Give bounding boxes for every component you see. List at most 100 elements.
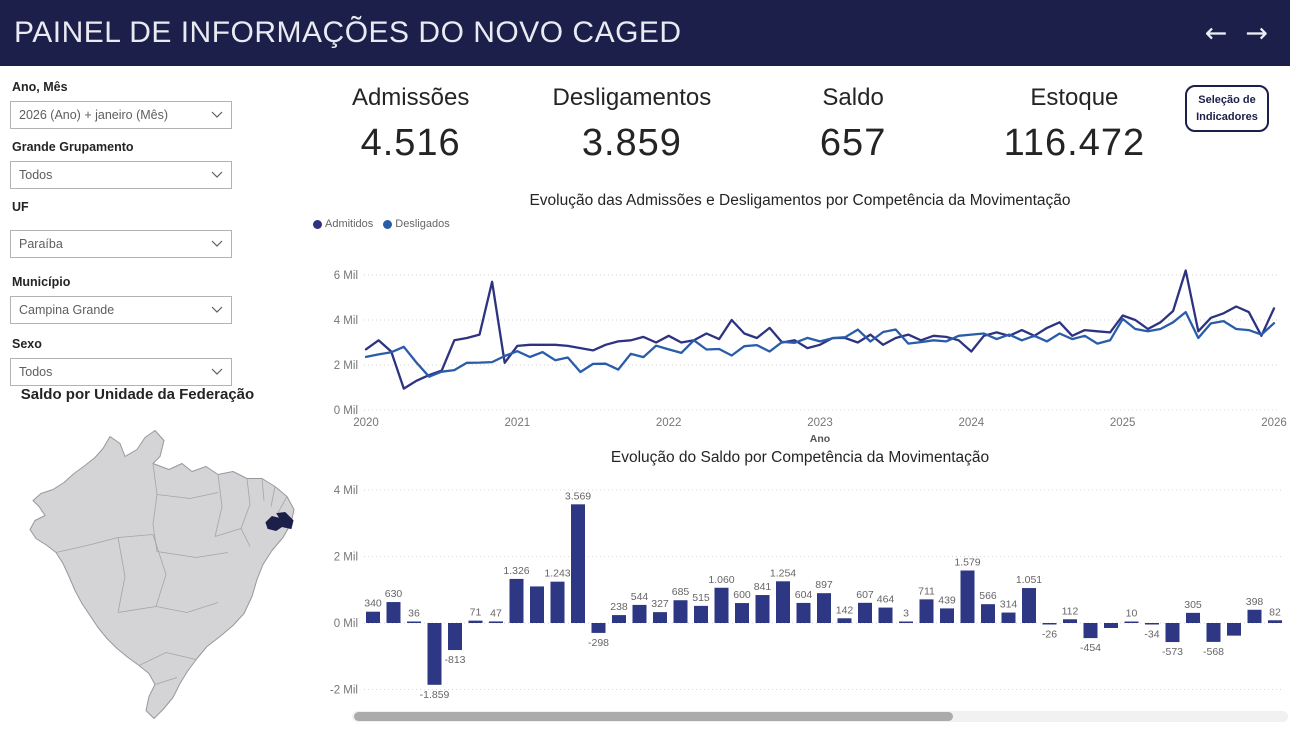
bar-label: 142: [836, 604, 854, 616]
kpi-estoque-value: 116.472: [1003, 122, 1146, 164]
bar[interactable]: [1268, 620, 1282, 623]
bar[interactable]: [1227, 623, 1241, 636]
x-axis-tick: 2024: [959, 417, 985, 429]
bar[interactable]: [1083, 623, 1098, 639]
legend-item-desligados[interactable]: Desligados: [383, 218, 450, 230]
bar[interactable]: [817, 593, 831, 623]
legend-item-admitidos[interactable]: Admitidos: [313, 218, 373, 230]
bar[interactable]: [899, 621, 913, 624]
y-axis-tick: -2 Mil: [330, 685, 358, 697]
filter-label-municipio: Município: [12, 275, 71, 289]
bar[interactable]: [571, 504, 585, 623]
bar[interactable]: [714, 587, 729, 623]
bar[interactable]: [837, 618, 852, 623]
y-axis-tick: 0 Mil: [334, 618, 358, 630]
bar[interactable]: [735, 603, 749, 623]
state-paraiba-highlighted[interactable]: [265, 511, 294, 532]
bar[interactable]: [1206, 623, 1221, 642]
bar[interactable]: [755, 595, 770, 623]
bar[interactable]: [1124, 621, 1139, 624]
filter-label-uf: UF: [12, 200, 29, 214]
page-title: PAINEL DE INFORMAÇÕES DO NOVO CAGED: [14, 16, 682, 49]
nav-back-icon[interactable]: ←: [1204, 17, 1228, 49]
bar[interactable]: [1186, 612, 1200, 623]
bar-label: 1.060: [708, 574, 734, 586]
bar-label: 685: [672, 586, 690, 598]
bar[interactable]: [919, 599, 934, 623]
bar[interactable]: [632, 604, 647, 623]
brazil-map[interactable]: [6, 414, 306, 729]
bar-label: -813: [444, 654, 465, 666]
bar[interactable]: [1165, 623, 1180, 643]
bar[interactable]: [468, 620, 483, 623]
bar[interactable]: [1145, 623, 1159, 625]
y-axis-tick: 4 Mil: [334, 485, 358, 497]
legend-dot-icon: [313, 219, 322, 229]
bar-label: 1.051: [1016, 574, 1042, 586]
bar[interactable]: [940, 608, 954, 623]
dropdown-municipio[interactable]: Campina Grande: [10, 296, 232, 324]
bar-label: 464: [877, 594, 895, 606]
bar-chart-scrollbar-thumb[interactable]: [354, 712, 954, 721]
bar[interactable]: [591, 623, 606, 633]
bar[interactable]: [448, 623, 462, 651]
bar[interactable]: [612, 615, 626, 623]
bar-label: 10: [1126, 608, 1138, 620]
bar[interactable]: [981, 604, 995, 623]
app-header: PAINEL DE INFORMAÇÕES DO NOVO CAGED ← →: [0, 0, 1290, 66]
bar-label: 112: [1062, 605, 1079, 617]
dropdown-ano-mes[interactable]: 2026 (Ano) + janeiro (Mês): [10, 101, 232, 129]
bar[interactable]: [509, 578, 524, 623]
bar[interactable]: [878, 607, 893, 623]
bar[interactable]: [1063, 619, 1077, 623]
kpi-desligamentos-value: 3.859: [581, 122, 682, 164]
bar[interactable]: [1247, 609, 1262, 623]
bar[interactable]: [366, 611, 380, 623]
bar[interactable]: [1104, 623, 1118, 628]
bar[interactable]: [796, 602, 811, 623]
bar[interactable]: [673, 600, 688, 623]
bar[interactable]: [1001, 612, 1016, 623]
bar[interactable]: [776, 581, 790, 623]
kpi-estoque-label: Estoque: [1030, 84, 1119, 111]
indicator-selection-button[interactable]: Seleção de Indicadores: [1185, 85, 1269, 132]
admissions-dismissals-line-chart[interactable]: 0 Mil 2 Mil 4 Mil 6 Mil 2020 2021 2022 2023 2024…: [310, 238, 1290, 456]
bar[interactable]: [960, 570, 975, 623]
line-chart-legend: Admitidos Desligados: [313, 218, 450, 230]
bar[interactable]: [1022, 588, 1036, 623]
bar[interactable]: [858, 602, 872, 623]
legend-dot-icon: [383, 219, 393, 229]
bar[interactable]: [427, 623, 442, 685]
brazil-outline[interactable]: [29, 430, 295, 719]
page-navigation: ← →: [1205, 0, 1268, 66]
state-borders: [55, 463, 288, 685]
line-series-admitidos[interactable]: [364, 269, 1276, 390]
dropdown-uf[interactable]: Paraíba: [10, 230, 232, 258]
dropdown-grande-grupamento[interactable]: Todos: [10, 161, 232, 189]
bar[interactable]: [407, 621, 421, 624]
bar[interactable]: [386, 602, 401, 623]
bar[interactable]: [489, 621, 503, 623]
x-axis-tick: 2022: [656, 417, 682, 429]
chevron-down-icon: [211, 237, 223, 251]
y-axis-tick: 2 Mil: [334, 552, 358, 564]
bar[interactable]: [530, 586, 544, 623]
bar-chart-scrollbar-track[interactable]: [352, 711, 1288, 722]
x-axis-tick: 2023: [807, 417, 833, 429]
bar-label: 841: [754, 581, 772, 593]
bar[interactable]: [1042, 623, 1057, 625]
bar[interactable]: [653, 612, 667, 623]
bar-label: 1.243: [544, 568, 570, 580]
nav-forward-icon[interactable]: →: [1245, 17, 1268, 49]
dropdown-sexo[interactable]: Todos: [10, 358, 232, 386]
line-series-desligados[interactable]: [364, 310, 1276, 378]
bar[interactable]: [550, 581, 565, 623]
bar-label: 327: [651, 598, 669, 610]
bar-label: 3.569: [565, 490, 591, 502]
bar-label: -573: [1162, 646, 1183, 658]
kpi-saldo-value: 657: [819, 122, 887, 164]
bar-label: 238: [610, 601, 628, 613]
bar[interactable]: [694, 605, 708, 623]
bar-label: 1.579: [954, 556, 980, 568]
